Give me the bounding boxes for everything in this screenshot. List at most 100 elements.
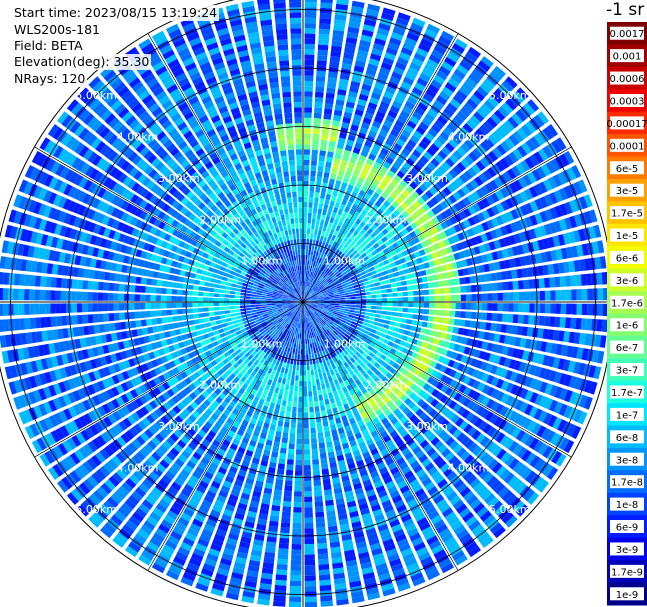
range-gate xyxy=(335,3,349,11)
range-gate xyxy=(279,452,287,459)
range-gate xyxy=(287,453,295,460)
range-gate xyxy=(338,83,348,91)
range-gate xyxy=(338,339,344,345)
range-gate xyxy=(488,150,499,162)
range-gate xyxy=(437,115,448,126)
range-gate xyxy=(294,480,302,487)
range-gate xyxy=(162,544,175,555)
range-gate xyxy=(256,523,267,531)
range-gate xyxy=(344,276,350,281)
range-gate xyxy=(190,344,197,351)
range-gate xyxy=(447,326,454,333)
range-gate xyxy=(77,401,87,413)
range-gate xyxy=(342,325,349,331)
range-gate xyxy=(372,242,380,249)
range-gate xyxy=(316,384,322,391)
range-gate xyxy=(475,433,486,444)
range-gate xyxy=(370,447,379,456)
range-gate xyxy=(446,541,460,552)
range-gate xyxy=(329,282,335,286)
range-gate xyxy=(74,467,86,480)
range-gate xyxy=(271,333,277,339)
range-gate xyxy=(554,205,563,218)
range-gate xyxy=(421,526,434,536)
range-gate xyxy=(487,426,497,437)
range-gate xyxy=(434,233,443,242)
range-gate xyxy=(563,374,573,387)
range-gate xyxy=(493,177,503,188)
range-gate xyxy=(62,394,72,406)
range-gate xyxy=(315,186,321,193)
range-gate xyxy=(312,305,318,308)
range-gate xyxy=(426,570,440,581)
range-gate xyxy=(413,177,422,186)
range-gate xyxy=(39,419,49,432)
range-gate xyxy=(308,282,312,288)
range-gate xyxy=(368,279,375,284)
range-gate xyxy=(365,309,371,313)
range-gate xyxy=(301,328,303,334)
range-gate xyxy=(503,472,515,484)
range-gate xyxy=(571,346,579,359)
range-gate xyxy=(370,328,377,334)
range-gate xyxy=(318,437,325,444)
range-gate xyxy=(366,228,374,235)
range-gate xyxy=(303,233,307,239)
range-gate xyxy=(547,176,558,190)
range-gate xyxy=(307,303,313,307)
range-gate xyxy=(259,583,272,590)
range-gate xyxy=(377,232,385,239)
range-gate xyxy=(103,366,111,377)
range-gate xyxy=(313,303,319,305)
range-gate xyxy=(445,350,453,358)
range-gate xyxy=(316,310,322,314)
range-gate xyxy=(352,169,360,177)
range-gate xyxy=(300,354,303,360)
range-gate xyxy=(373,161,382,170)
range-gate xyxy=(225,369,232,376)
range-gate xyxy=(318,257,322,264)
range-gate xyxy=(293,501,302,508)
range-gate xyxy=(33,405,43,419)
range-gate xyxy=(323,306,329,309)
range-gate xyxy=(452,361,460,370)
range-gate xyxy=(188,383,197,391)
range-gate xyxy=(359,242,366,249)
range-gate xyxy=(239,424,247,432)
range-gate xyxy=(232,421,241,429)
range-gate xyxy=(445,436,455,447)
range-gate xyxy=(87,384,96,395)
range-gate xyxy=(383,200,391,208)
range-gate xyxy=(436,179,446,189)
range-gate xyxy=(373,220,381,228)
range-gate xyxy=(288,448,295,455)
range-gate xyxy=(399,323,406,329)
range-gate xyxy=(378,183,386,191)
range-gate xyxy=(456,146,467,157)
range-gate xyxy=(543,223,552,236)
range-gate xyxy=(81,500,94,513)
range-gate xyxy=(248,393,255,401)
range-gate xyxy=(313,286,318,291)
range-gate xyxy=(166,379,175,388)
range-gate xyxy=(396,504,407,514)
range-gate xyxy=(234,479,244,487)
range-gate xyxy=(455,242,463,251)
range-gate xyxy=(331,45,342,53)
range-gate xyxy=(243,371,250,379)
range-gate xyxy=(149,537,162,548)
range-gate xyxy=(314,495,323,502)
range-gate xyxy=(168,345,175,353)
ray xyxy=(8,302,303,395)
range-gate xyxy=(322,372,327,379)
range-gate xyxy=(278,308,284,312)
range-gate xyxy=(324,337,329,343)
range-gate xyxy=(323,204,329,211)
range-gate xyxy=(327,320,333,325)
range-gate xyxy=(431,274,439,281)
range-gate xyxy=(573,230,581,243)
range-gate xyxy=(149,369,158,378)
range-gate xyxy=(388,359,396,367)
range-gate xyxy=(314,352,318,359)
range-gate xyxy=(351,321,357,326)
